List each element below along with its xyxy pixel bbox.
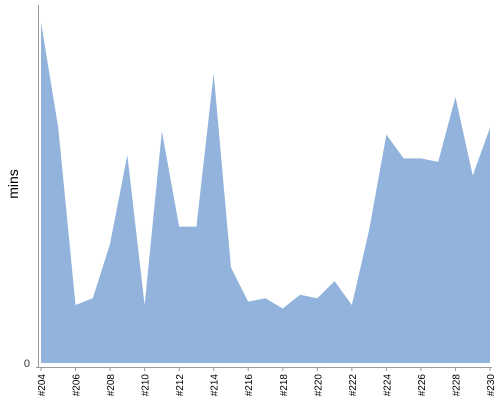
x-tick-label: #210: [141, 374, 152, 397]
x-tick-label: #220: [313, 374, 324, 397]
x-tick-label: #216: [244, 374, 255, 397]
x-tick-label: #206: [72, 374, 83, 397]
plot-area: [41, 22, 490, 364]
x-tick-label: #222: [348, 374, 359, 397]
x-tick-label: #226: [417, 374, 428, 397]
x-tick-label: #230: [486, 374, 497, 397]
x-tick-label: #208: [106, 374, 117, 397]
y-axis-label: mins: [5, 169, 21, 199]
x-tick-label: #212: [175, 374, 186, 397]
x-tick-label: #204: [37, 374, 48, 397]
x-tick-label: #218: [279, 374, 290, 397]
x-tick-label: #228: [451, 374, 462, 397]
x-tick-label: #214: [210, 374, 221, 397]
area-series: [41, 22, 490, 364]
x-tick-label: #224: [382, 374, 393, 397]
y-tick-label: 0: [24, 358, 30, 370]
axes: 0 #204 #206 #208 #210 #212 #214 #216 #218 #220 #22…: [24, 5, 497, 396]
